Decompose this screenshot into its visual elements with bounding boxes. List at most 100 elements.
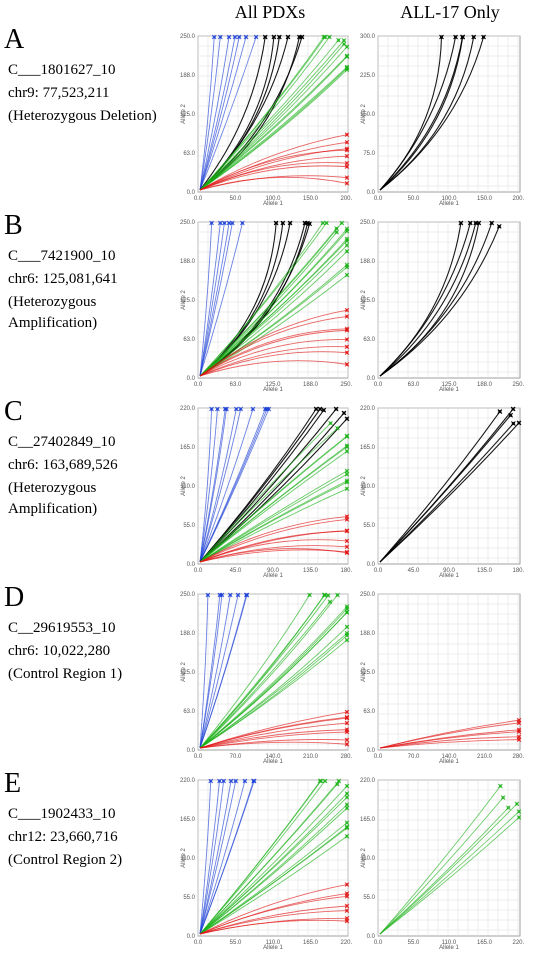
svg-text:188.0: 188.0	[360, 631, 376, 637]
svg-text:220.0: 220.0	[180, 778, 196, 784]
svg-text:Allele 1: Allele 1	[439, 387, 459, 392]
plot-all17-only: 0.045.090.0135.0180.00.055.0110.0165.022…	[360, 402, 524, 578]
svg-text:Allele 2: Allele 2	[181, 290, 187, 310]
svg-text:188.0: 188.0	[180, 631, 196, 637]
svg-text:70.0: 70.0	[230, 754, 242, 760]
svg-text:0.0: 0.0	[374, 382, 383, 388]
plot-all-pdxs: 0.050.0100.0150.0200.00.063.0125.0188.02…	[180, 30, 352, 206]
svg-text:63.0: 63.0	[183, 337, 195, 343]
allelic-plot: 0.045.090.0135.0180.00.055.0110.0165.022…	[360, 402, 524, 578]
svg-text:Allele 2: Allele 2	[361, 662, 367, 682]
row-C: CC__27402849_10chr6: 163,689,526(Heteroz…	[0, 398, 550, 584]
meta-locus: chr9: 77,523,211	[8, 83, 178, 104]
svg-text:Allele 2: Allele 2	[361, 290, 367, 310]
allelic-plot: 0.070.0140.0210.0280.00.063.0125.0188.02…	[360, 588, 524, 764]
svg-text:225.0: 225.0	[360, 73, 376, 79]
svg-text:220.0: 220.0	[360, 778, 376, 784]
svg-text:250.0: 250.0	[180, 592, 196, 598]
meta-note: (Control Region 1)	[8, 664, 178, 685]
svg-text:280.0: 280.0	[512, 754, 524, 760]
svg-text:63.0: 63.0	[363, 337, 375, 343]
svg-text:0.0: 0.0	[187, 562, 196, 568]
meta-locus: chr12: 23,660,716	[8, 827, 178, 848]
plot-pair: 0.045.090.0135.0180.00.055.0110.0165.022…	[180, 398, 550, 578]
svg-text:250.0: 250.0	[340, 382, 352, 388]
svg-text:Allele 1: Allele 1	[263, 201, 283, 206]
svg-text:0.0: 0.0	[367, 748, 376, 754]
svg-text:300.0: 300.0	[360, 34, 376, 40]
svg-text:210.0: 210.0	[477, 754, 493, 760]
svg-text:Allele 1: Allele 1	[263, 945, 283, 950]
svg-text:45.0: 45.0	[230, 568, 242, 574]
svg-text:Allele 1: Allele 1	[439, 573, 459, 578]
plot-all-pdxs: 0.070.0140.0210.0280.00.063.0125.0188.02…	[180, 588, 352, 764]
svg-text:0.0: 0.0	[194, 568, 203, 574]
row-meta: C___1902433_10chr12: 23,660,716(Control …	[0, 770, 180, 873]
meta-assay: C__29619553_10	[8, 618, 178, 639]
plot-all17-only: 0.050.0100.0150.0200.00.075.0150.0225.03…	[360, 30, 524, 206]
svg-text:0.0: 0.0	[187, 190, 196, 196]
svg-text:135.0: 135.0	[303, 568, 319, 574]
svg-text:Allele 1: Allele 1	[439, 201, 459, 206]
svg-text:220.0: 220.0	[360, 406, 376, 412]
svg-text:165.0: 165.0	[180, 817, 196, 823]
allelic-plot: 0.045.090.0135.0180.00.055.0110.0165.022…	[180, 402, 352, 578]
meta-note: (Heterozygous Amplification)	[8, 292, 178, 334]
header-all-pdxs: All PDXs	[180, 2, 360, 23]
plot-all-pdxs: 0.055.0110.0165.0220.00.055.0110.0165.02…	[180, 774, 352, 950]
svg-text:55.0: 55.0	[183, 523, 195, 529]
svg-text:200.0: 200.0	[340, 196, 352, 202]
svg-text:63.0: 63.0	[363, 709, 375, 715]
svg-text:0.0: 0.0	[187, 376, 196, 382]
svg-text:63.0: 63.0	[183, 709, 195, 715]
row-D: DC__29619553_10chr6: 10,022,280(Control …	[0, 584, 550, 770]
meta-assay: C___7421900_10	[8, 246, 178, 267]
svg-text:0.0: 0.0	[194, 754, 203, 760]
row-B: BC___7421900_10chr6: 125,081,641(Heteroz…	[0, 212, 550, 398]
row-E: EC___1902433_10chr12: 23,660,716(Control…	[0, 770, 550, 956]
row-A: AC___1801627_10chr9: 77,523,211(Heterozy…	[0, 26, 550, 212]
svg-text:220.0: 220.0	[512, 940, 524, 946]
plot-pair: 0.070.0140.0210.0280.00.063.0125.0188.02…	[180, 584, 550, 764]
panel-letter: B	[4, 210, 23, 242]
plot-all17-only: 0.055.0110.0165.0220.00.055.0110.0165.02…	[360, 774, 524, 950]
panel-letter: A	[4, 24, 24, 56]
svg-text:Allele 1: Allele 1	[263, 759, 283, 764]
svg-text:188.0: 188.0	[180, 73, 196, 79]
svg-text:200.0: 200.0	[512, 196, 524, 202]
svg-text:0.0: 0.0	[187, 934, 196, 940]
meta-assay: C__27402849_10	[8, 432, 178, 453]
svg-text:55.0: 55.0	[183, 895, 195, 901]
figure-page: All PDXs ALL-17 Only AC___1801627_10chr9…	[0, 0, 550, 980]
svg-text:180.0: 180.0	[340, 568, 352, 574]
meta-locus: chr6: 163,689,526	[8, 455, 178, 476]
svg-text:188.0: 188.0	[477, 382, 493, 388]
row-meta: C__29619553_10chr6: 10,022,280(Control R…	[0, 584, 180, 687]
plot-pair: 0.055.0110.0165.0220.00.055.0110.0165.02…	[180, 770, 550, 950]
svg-text:55.0: 55.0	[363, 895, 375, 901]
svg-text:220.0: 220.0	[340, 940, 352, 946]
header-all17-only: ALL-17 Only	[360, 2, 540, 23]
svg-text:188.0: 188.0	[360, 259, 376, 265]
svg-text:0.0: 0.0	[374, 196, 383, 202]
meta-assay: C___1801627_10	[8, 60, 178, 81]
svg-text:165.0: 165.0	[360, 817, 376, 823]
panel-letter: E	[4, 768, 21, 800]
plot-all-pdxs: 0.045.090.0135.0180.00.055.0110.0165.022…	[180, 402, 352, 578]
svg-text:0.0: 0.0	[367, 562, 376, 568]
svg-text:0.0: 0.0	[367, 934, 376, 940]
allelic-plot: 0.063.0125.0188.0250.00.063.0125.0188.02…	[360, 216, 524, 392]
svg-text:0.0: 0.0	[194, 940, 203, 946]
svg-text:0.0: 0.0	[374, 754, 383, 760]
svg-text:55.0: 55.0	[363, 523, 375, 529]
svg-text:45.0: 45.0	[408, 568, 420, 574]
svg-text:188.0: 188.0	[303, 382, 319, 388]
panel-letter: C	[4, 396, 23, 428]
row-meta: C___1801627_10chr9: 77,523,211(Heterozyg…	[0, 26, 180, 129]
allelic-plot: 0.055.0110.0165.0220.00.055.0110.0165.02…	[360, 774, 524, 950]
svg-text:220.0: 220.0	[180, 406, 196, 412]
svg-text:50.0: 50.0	[408, 196, 420, 202]
svg-text:0.0: 0.0	[367, 376, 376, 382]
meta-note: (Heterozygous Deletion)	[8, 106, 178, 127]
svg-text:Allele 2: Allele 2	[181, 662, 187, 682]
